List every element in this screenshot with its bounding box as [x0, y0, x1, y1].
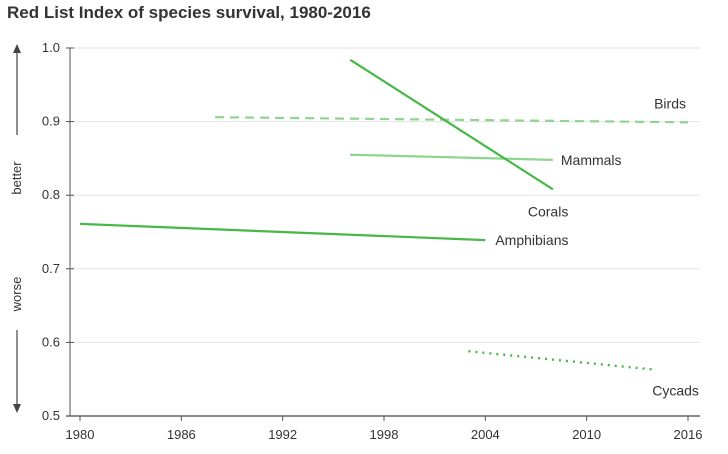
series-line-cycads [468, 350, 655, 371]
better-arrow-head-icon [13, 44, 21, 53]
chart-title: Red List Index of species survival, 1980… [7, 3, 371, 22]
series-label-birds: Birds [654, 95, 686, 111]
series-label-amphibians: Amphibians [495, 232, 568, 248]
x-tick-label: 1980 [66, 427, 95, 442]
x-tick-label: 1992 [268, 427, 297, 442]
series-line-birds [215, 116, 689, 124]
x-tick-label: 1998 [370, 427, 399, 442]
worse-arrow-head-icon [13, 404, 21, 413]
x-tick-label: 2010 [572, 427, 601, 442]
x-tick-label: 2016 [674, 427, 703, 442]
y-tick-label: 0.7 [42, 261, 60, 276]
series-label-cycads: Cycads [652, 383, 699, 399]
series-line-corals [349, 58, 554, 191]
y-tick-label: 0.9 [42, 114, 60, 129]
worse-label: worse [9, 277, 24, 313]
x-tick-label: 1986 [167, 427, 196, 442]
y-tick-label: 0.6 [42, 334, 60, 349]
y-tick-label: 0.5 [42, 408, 60, 423]
x-tick-label: 2004 [471, 427, 500, 442]
y-tick-label: 1.0 [42, 40, 60, 55]
better-label: better [9, 161, 24, 195]
series-label-mammals: Mammals [561, 152, 622, 168]
series-line-mammals [350, 153, 553, 161]
y-tick-label: 0.8 [42, 187, 60, 202]
series-label-corals: Corals [528, 203, 568, 219]
series-line-amphibians [79, 222, 486, 242]
